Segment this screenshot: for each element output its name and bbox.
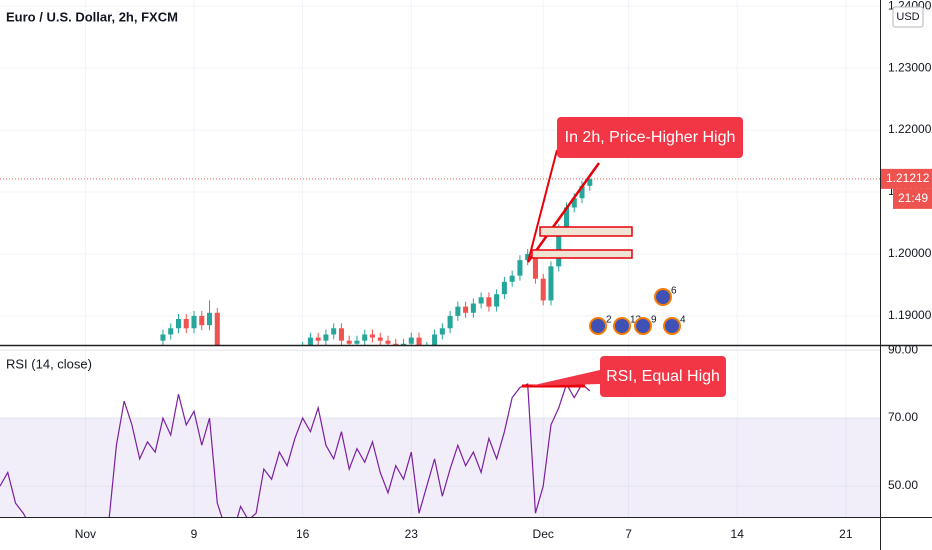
candle-body bbox=[338, 328, 344, 341]
candle-body bbox=[214, 312, 220, 345]
candle-body bbox=[183, 318, 189, 329]
currency-tag bbox=[892, 6, 924, 28]
candle-body bbox=[447, 315, 453, 329]
rsi-line bbox=[0, 382, 591, 517]
candle-body bbox=[160, 334, 166, 341]
candle-body bbox=[269, 356, 274, 359]
candle-body bbox=[525, 253, 531, 261]
y-tick-label: 50.00 bbox=[888, 478, 918, 492]
event-icon bbox=[634, 317, 652, 335]
candle-body bbox=[292, 353, 297, 356]
zone-box bbox=[531, 249, 633, 259]
x-tick-label: 9 bbox=[191, 527, 198, 541]
candle-body bbox=[315, 337, 321, 341]
indicator-title: RSI (14, close) bbox=[6, 356, 92, 371]
x-tick-label: Dec bbox=[533, 527, 554, 541]
candle-body bbox=[168, 328, 174, 335]
candle-body bbox=[470, 303, 476, 313]
candle-body bbox=[175, 318, 182, 329]
callout-pointer bbox=[527, 149, 558, 263]
candle-body bbox=[246, 372, 251, 378]
candle-body bbox=[517, 260, 523, 276]
candle-body bbox=[587, 179, 593, 186]
event-count: 6 bbox=[671, 286, 677, 297]
candle-body bbox=[563, 207, 570, 230]
candle-body bbox=[401, 343, 407, 345]
rsi-band bbox=[0, 418, 880, 517]
candle-body bbox=[238, 378, 243, 393]
countdown-label: 21:49 bbox=[898, 191, 928, 205]
x-tick-label: 21 bbox=[839, 527, 853, 541]
candle-body bbox=[455, 306, 461, 316]
y-tick-label: 1.20000 bbox=[888, 246, 932, 260]
candle-body bbox=[556, 229, 562, 267]
callout-text: In 2h, Price-Higher High bbox=[565, 129, 736, 146]
candle-body bbox=[501, 281, 507, 295]
candle-body bbox=[354, 340, 360, 344]
event-count: 9 bbox=[651, 315, 657, 326]
candle-body bbox=[369, 334, 376, 338]
candle-body bbox=[346, 340, 352, 344]
candle-body bbox=[532, 253, 538, 279]
y-tick-label: 1.23000 bbox=[888, 60, 932, 74]
candle-body bbox=[199, 315, 205, 326]
event-icon bbox=[663, 317, 681, 335]
y-tick-label: 90.00 bbox=[888, 342, 918, 356]
candle-body bbox=[323, 334, 329, 341]
candle-body bbox=[486, 297, 492, 307]
candle-body bbox=[230, 384, 235, 393]
candle-body bbox=[408, 337, 414, 344]
candle-body bbox=[254, 359, 259, 371]
candle-body bbox=[377, 337, 383, 341]
callout-box bbox=[557, 117, 743, 158]
candle-body bbox=[571, 198, 577, 208]
candle-body bbox=[494, 294, 500, 307]
candle-body bbox=[540, 278, 546, 301]
callout-pointer bbox=[530, 370, 600, 386]
candle-body bbox=[478, 297, 484, 304]
candle-body bbox=[385, 340, 391, 344]
event-icon bbox=[613, 317, 631, 335]
candle-body bbox=[416, 337, 422, 345]
x-tick-label: 16 bbox=[296, 527, 310, 541]
countdown-tag bbox=[893, 188, 932, 209]
currency-label: USD bbox=[896, 11, 919, 23]
event-count: 12 bbox=[630, 315, 642, 326]
y-tick-label: 1.19000 bbox=[888, 308, 932, 322]
last-price-tag bbox=[881, 168, 932, 189]
candle-body bbox=[579, 185, 585, 199]
event-count: 4 bbox=[680, 315, 686, 326]
candle-body bbox=[207, 312, 213, 326]
zone-box bbox=[539, 226, 633, 237]
candle-body bbox=[463, 306, 469, 313]
x-tick-label: Nov bbox=[75, 527, 96, 541]
candle-body bbox=[548, 266, 554, 301]
candle-body bbox=[432, 334, 438, 345]
candle-body bbox=[277, 356, 282, 359]
candle-body bbox=[509, 275, 515, 282]
candle-body bbox=[393, 343, 399, 345]
candle-body bbox=[439, 328, 445, 335]
candle-body bbox=[331, 328, 337, 335]
y-tick-label: 70.00 bbox=[888, 410, 918, 424]
x-tick-label: 14 bbox=[731, 527, 745, 541]
x-tick-label: 7 bbox=[625, 527, 632, 541]
chart-title: Euro / U.S. Dollar, 2h, FXCM bbox=[6, 9, 178, 24]
event-icon bbox=[654, 288, 672, 306]
y-tick-label: 1.22000 bbox=[888, 122, 932, 136]
candle-body bbox=[307, 337, 313, 345]
candle-body bbox=[261, 356, 266, 359]
last-price-label: 1.21212 bbox=[886, 171, 930, 185]
trend-line bbox=[526, 162, 601, 263]
event-count: 2 bbox=[606, 315, 612, 326]
candle-body bbox=[223, 359, 228, 384]
candle-body bbox=[191, 315, 197, 329]
event-icon bbox=[589, 317, 607, 335]
callout-box bbox=[600, 356, 726, 397]
callout-text: RSI, Equal High bbox=[606, 368, 720, 385]
x-tick-label: 23 bbox=[405, 527, 419, 541]
candle-body bbox=[362, 334, 368, 341]
candle-body bbox=[285, 356, 290, 357]
